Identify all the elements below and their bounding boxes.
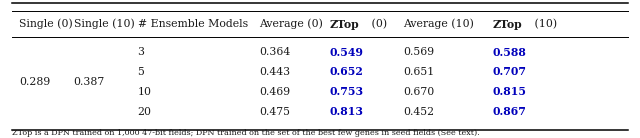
Text: 0.815: 0.815 xyxy=(493,86,527,97)
Text: 0.652: 0.652 xyxy=(330,66,364,77)
Text: 0.753: 0.753 xyxy=(330,86,364,97)
Text: Average (0): Average (0) xyxy=(259,19,323,29)
Text: 0.867: 0.867 xyxy=(493,106,527,117)
Text: Single (10): Single (10) xyxy=(74,19,134,29)
Text: 0.387: 0.387 xyxy=(74,77,105,87)
Text: 0.443: 0.443 xyxy=(259,67,291,77)
Text: 3: 3 xyxy=(138,47,145,57)
Text: Average (10): Average (10) xyxy=(403,19,474,29)
Text: 10: 10 xyxy=(138,87,152,97)
Text: 0.651: 0.651 xyxy=(403,67,435,77)
Text: (10): (10) xyxy=(531,19,557,29)
Text: 0.569: 0.569 xyxy=(403,47,435,57)
Text: 0.364: 0.364 xyxy=(259,47,291,57)
Text: 0.469: 0.469 xyxy=(259,87,291,97)
Text: 0.289: 0.289 xyxy=(19,77,51,87)
Text: 0.670: 0.670 xyxy=(403,87,435,97)
Text: 0.707: 0.707 xyxy=(493,66,527,77)
Text: 5: 5 xyxy=(138,67,145,77)
Text: 20: 20 xyxy=(138,107,152,117)
Text: (0): (0) xyxy=(368,19,387,29)
Text: ZTop: ZTop xyxy=(330,19,359,30)
Text: ZTop: ZTop xyxy=(493,19,522,30)
Text: 0.475: 0.475 xyxy=(259,107,290,117)
Text: Single (0): Single (0) xyxy=(19,19,73,29)
Text: ZTop is a DPN trained on 1,000 47-bit fields; DPN trained on the set of the best: ZTop is a DPN trained on 1,000 47-bit fi… xyxy=(12,129,479,137)
Text: 0.813: 0.813 xyxy=(330,106,364,117)
Text: # Ensemble Models: # Ensemble Models xyxy=(138,19,248,29)
Text: 0.588: 0.588 xyxy=(493,47,527,58)
Text: 0.549: 0.549 xyxy=(330,47,364,58)
Text: 0.452: 0.452 xyxy=(403,107,435,117)
